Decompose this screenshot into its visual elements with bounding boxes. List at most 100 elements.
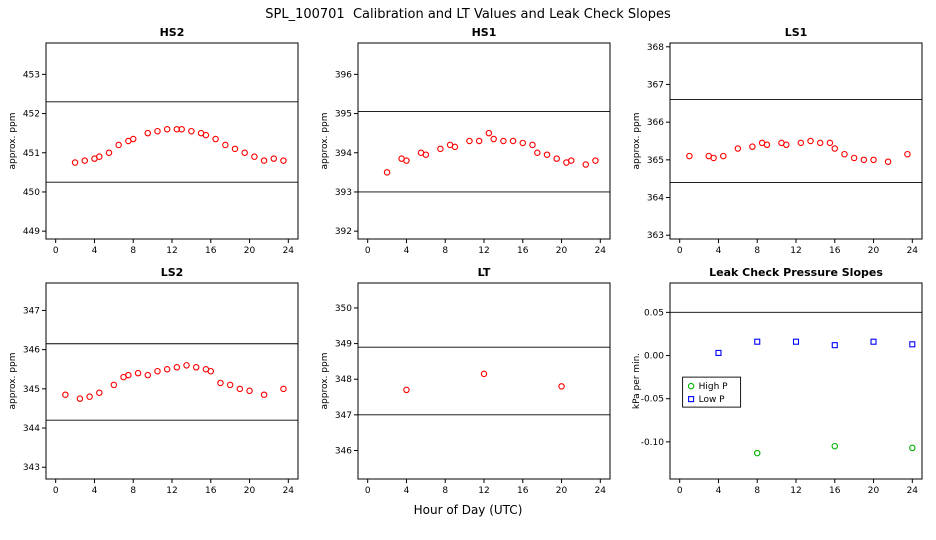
data-point xyxy=(715,349,722,356)
y-tick-label: 346 xyxy=(23,346,40,356)
data-point xyxy=(909,341,916,348)
legend-marker xyxy=(688,396,695,403)
data-point xyxy=(567,157,575,164)
x-tick-label: 16 xyxy=(205,246,217,256)
data-point xyxy=(96,389,103,397)
y-tick-label: 450 xyxy=(23,188,40,198)
x-tick-label: 4 xyxy=(92,246,98,256)
y-axis-label: kPa per min. xyxy=(632,353,642,409)
data-point xyxy=(826,139,834,147)
chart-lt: LT 0 4 8 12 16 20 24 346 347 348 349 350 approx. ppm xyxy=(320,266,611,496)
x-tick-label: 24 xyxy=(907,246,919,256)
x-tick-label: 16 xyxy=(205,486,217,496)
data-point xyxy=(173,364,181,371)
y-axis-label: approx. ppm xyxy=(8,353,18,410)
data-point xyxy=(110,381,118,389)
x-tick-label: 16 xyxy=(829,486,841,496)
data-point xyxy=(734,145,742,152)
y-tick-label: 395 xyxy=(335,110,352,120)
data-point xyxy=(831,442,839,450)
x-tick-label: 0 xyxy=(677,486,683,496)
x-tick-label: 20 xyxy=(556,246,568,256)
panel-hs2: HS2 0 4 8 12 16 20 24 449 450 451 452 453 approx. pp… xyxy=(0,23,312,263)
y-tick-label: 452 xyxy=(23,110,40,120)
panel-ls1: LS1 0 4 8 12 16 20 24 363 364 365 366 367 368 approx.… xyxy=(624,23,936,263)
data-point xyxy=(96,153,103,160)
x-tick-label: 4 xyxy=(716,486,722,496)
data-point xyxy=(236,385,244,393)
data-point xyxy=(280,157,287,164)
data-point xyxy=(260,391,268,398)
data-point xyxy=(144,129,152,137)
legend-label: Low P xyxy=(699,395,726,405)
data-point xyxy=(816,139,824,147)
data-point xyxy=(183,362,190,369)
y-tick-label: 363 xyxy=(647,231,664,241)
data-point xyxy=(831,342,838,349)
x-tick-label: 12 xyxy=(478,246,489,256)
data-point xyxy=(884,158,892,165)
x-tick-label: 4 xyxy=(92,486,98,496)
data-point xyxy=(222,141,229,149)
x-axis-label: Hour of Day (UTC) xyxy=(413,503,523,517)
data-point xyxy=(797,139,805,147)
chart-ls2: LS2 0 4 8 12 16 20 24 343 344 345 346 347 approx. pp… xyxy=(8,266,299,496)
chart-grid: HS2 0 4 8 12 16 20 24 449 450 451 452 453 approx. pp… xyxy=(0,23,936,503)
panel-title-lt: LT xyxy=(478,266,491,279)
data-point xyxy=(553,155,560,162)
y-tick-label: -0.05 xyxy=(641,395,664,405)
x-tick-label: 12 xyxy=(478,486,489,496)
data-point xyxy=(403,386,410,394)
chart-leak-check: Leak Check Pressure Slopes 0 4 8 12 16 20 24 -0… xyxy=(632,266,923,496)
data-point xyxy=(870,156,877,164)
data-point xyxy=(212,135,219,143)
chart-ls1: LS1 0 4 8 12 16 20 24 363 364 365 366 367 368 approx.… xyxy=(632,26,923,256)
data-point xyxy=(383,169,391,176)
y-tick-label: 396 xyxy=(335,70,352,80)
x-tick-label: 4 xyxy=(404,246,410,256)
y-tick-label: 368 xyxy=(647,43,664,53)
panel-lt: LT 0 4 8 12 16 20 24 346 347 348 349 350 approx. ppm xyxy=(312,263,624,503)
x-tick-label: 12 xyxy=(790,486,801,496)
data-point xyxy=(251,153,258,160)
y-tick-label: 392 xyxy=(335,227,352,237)
y-tick-label: 453 xyxy=(23,70,40,80)
data-point xyxy=(582,161,590,168)
x-tick-label: 0 xyxy=(365,246,371,256)
data-point xyxy=(173,125,181,133)
plot-box xyxy=(357,282,611,480)
y-tick-label: 394 xyxy=(335,149,352,159)
y-tick-label: 451 xyxy=(23,149,40,159)
x-tick-label: 8 xyxy=(442,246,448,256)
plot-box xyxy=(357,42,611,240)
x-tick-label: 16 xyxy=(517,246,529,256)
data-point xyxy=(76,395,84,402)
panel-title-hs2: HS2 xyxy=(160,26,185,39)
data-point xyxy=(485,129,493,137)
data-point xyxy=(475,137,483,145)
x-tick-label: 8 xyxy=(130,246,136,256)
data-point xyxy=(280,385,287,393)
data-point xyxy=(490,135,497,143)
data-point xyxy=(207,367,215,375)
y-tick-label: 347 xyxy=(335,411,352,421)
x-tick-label: 20 xyxy=(556,486,568,496)
data-point xyxy=(480,370,488,378)
data-point xyxy=(763,141,771,149)
data-point xyxy=(62,391,69,398)
data-point xyxy=(710,154,717,162)
data-point xyxy=(841,150,848,158)
data-point xyxy=(403,157,410,164)
x-tick-label: 4 xyxy=(716,246,722,256)
x-tick-label: 12 xyxy=(790,246,801,256)
x-tick-label: 8 xyxy=(130,486,136,496)
y-tick-label: 365 xyxy=(647,156,664,166)
panel-title-ls1: LS1 xyxy=(785,26,808,39)
plot-box xyxy=(669,42,923,240)
panel-title-leak-check: Leak Check Pressure Slopes xyxy=(709,266,883,279)
x-tick-label: 0 xyxy=(677,246,683,256)
x-tick-label: 4 xyxy=(404,486,410,496)
data-point xyxy=(686,152,693,160)
data-point xyxy=(792,338,800,345)
